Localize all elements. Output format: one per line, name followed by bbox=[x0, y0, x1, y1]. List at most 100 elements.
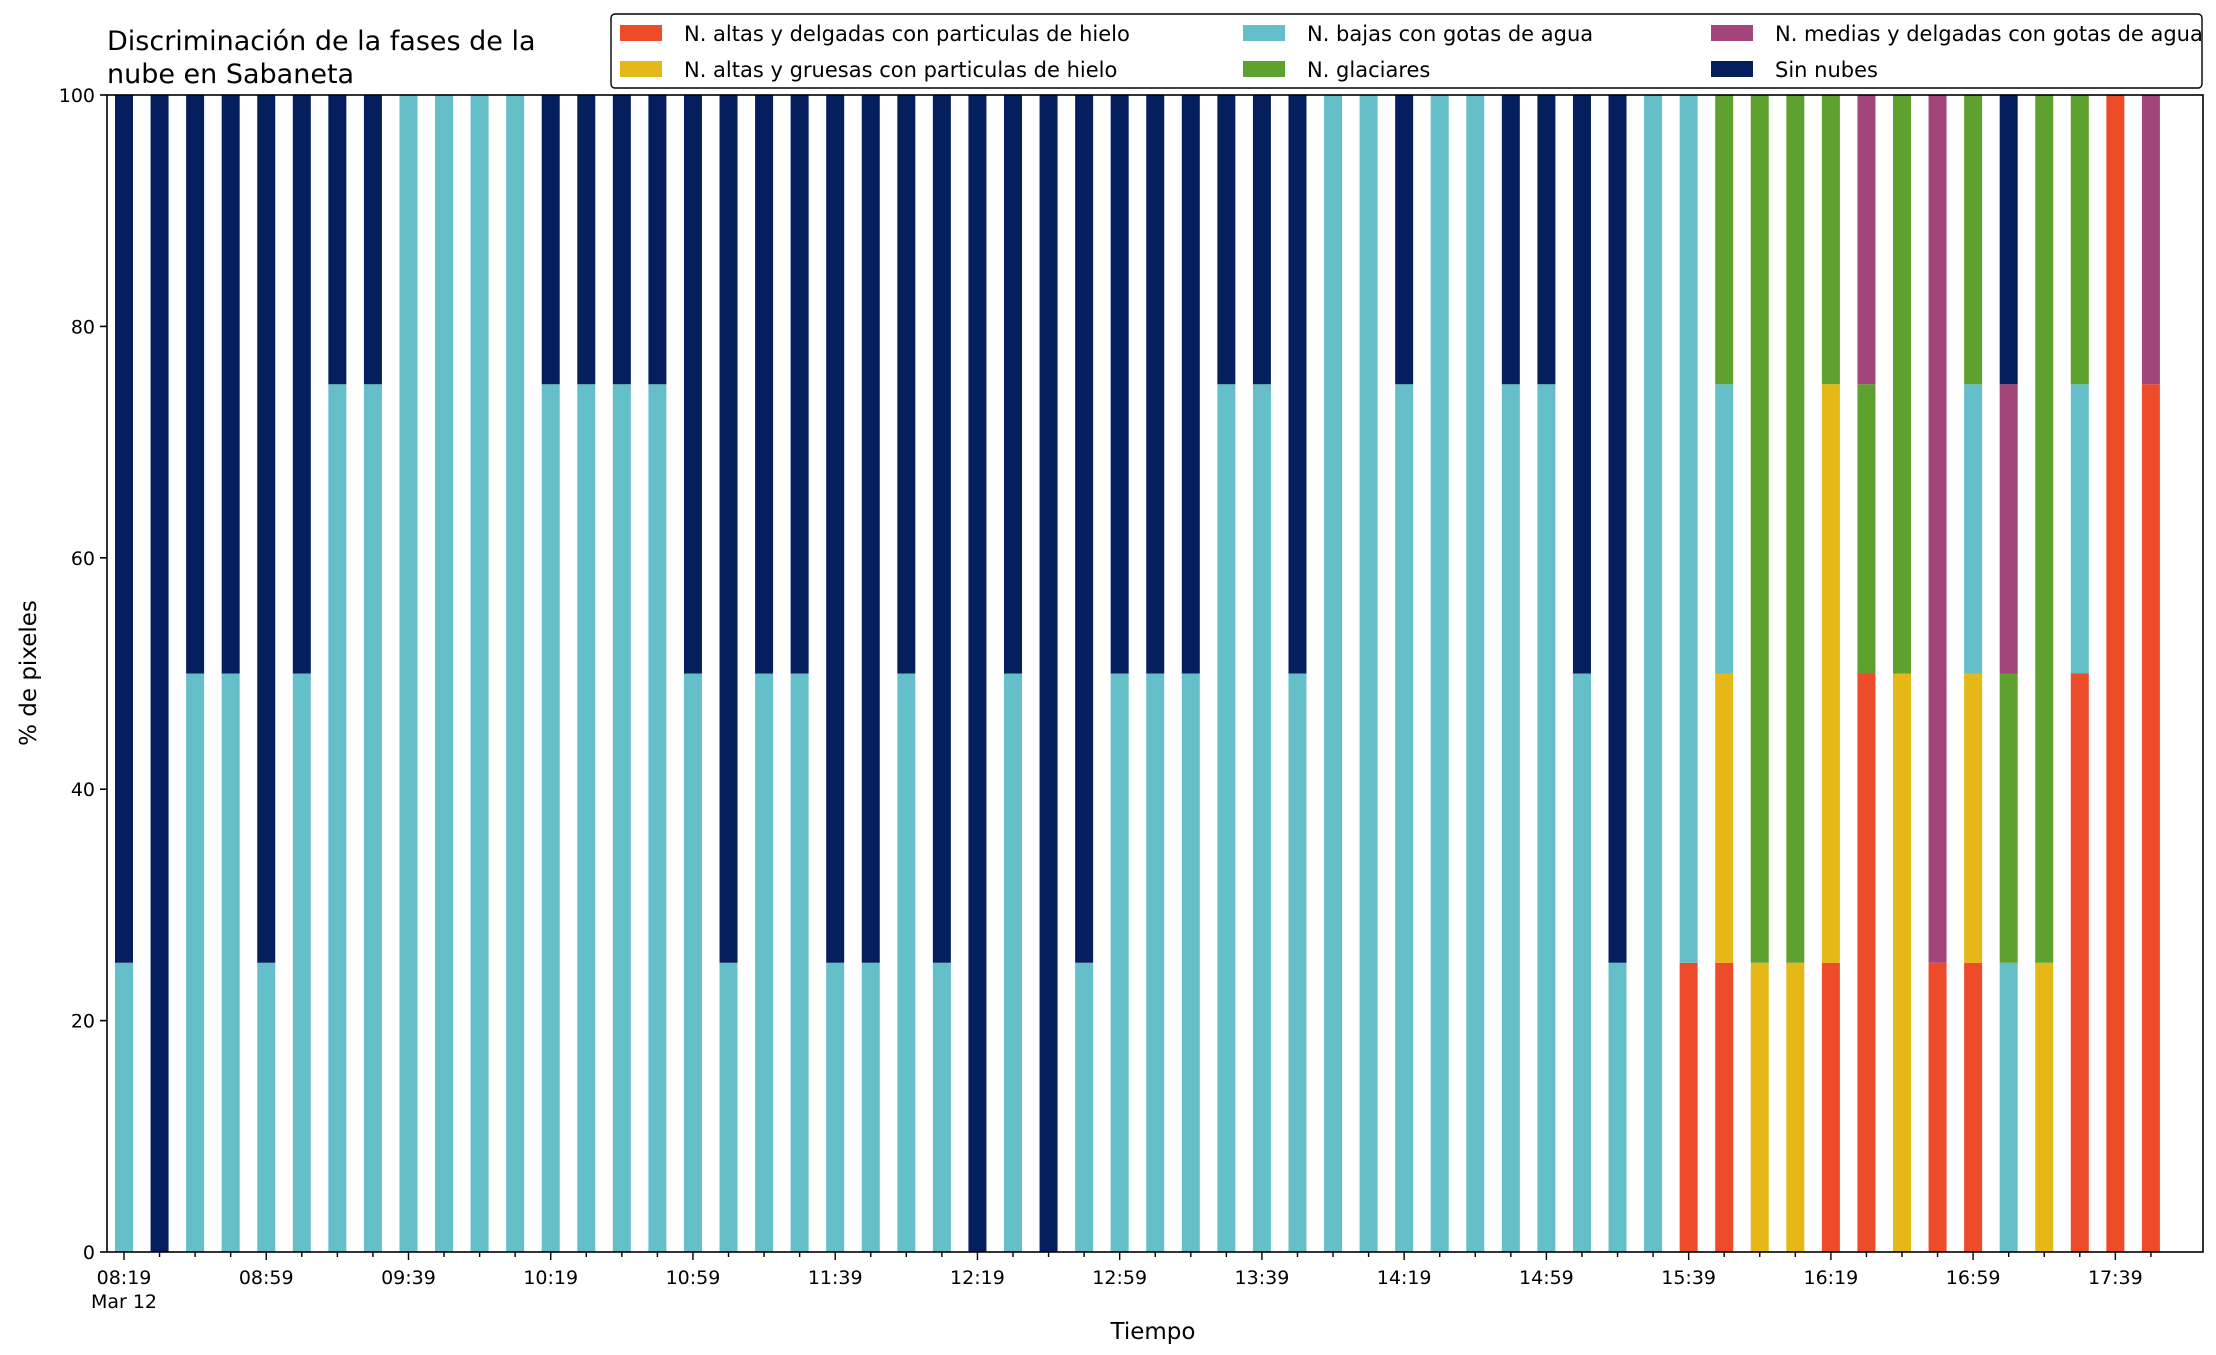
y-axis-label: % de pixeles bbox=[16, 600, 42, 746]
bar-n-altas-y-delgadas-con-particulas-de-hielo-52 bbox=[1964, 962, 1983, 1252]
bar-n-bajas-con-gotas-de-agua-29 bbox=[1146, 673, 1165, 1252]
legend: N. altas y delgadas con particulas de hi… bbox=[610, 13, 2203, 89]
bar-sin-nubes-21 bbox=[861, 95, 880, 963]
legend-swatch-n-bajas-con-gotas-de-agua bbox=[1243, 25, 1285, 41]
bar-n-bajas-con-gotas-de-agua-23 bbox=[932, 962, 951, 1252]
y-tick-label-100: 100 bbox=[59, 85, 95, 107]
legend-swatch-sin-nubes bbox=[1711, 61, 1753, 77]
bar-n-bajas-con-gotas-de-agua-52 bbox=[1964, 384, 1983, 674]
bar-n-bajas-con-gotas-de-agua-3 bbox=[221, 673, 240, 1252]
bar-n-glaciares-53 bbox=[1999, 673, 2018, 963]
bar-n-bajas-con-gotas-de-agua-20 bbox=[826, 962, 845, 1252]
bar-n-bajas-con-gotas-de-agua-8 bbox=[399, 95, 418, 1252]
bar-n-medias-y-delgadas-con-gotas-de-agua-53 bbox=[1999, 384, 2018, 674]
bar-n-bajas-con-gotas-de-agua-34 bbox=[1324, 95, 1343, 1252]
bar-n-altas-y-delgadas-con-particulas-de-hielo-55 bbox=[2070, 673, 2089, 1252]
bar-sin-nubes-53 bbox=[1999, 95, 2018, 385]
x-tick-label-0939: 09:39 bbox=[381, 1267, 436, 1289]
x-tick-label-1739: 17:39 bbox=[2088, 1267, 2143, 1289]
bar-n-bajas-con-gotas-de-agua-37 bbox=[1430, 95, 1449, 1252]
bar-n-glaciares-52 bbox=[1964, 95, 1983, 385]
bar-n-medias-y-delgadas-con-gotas-de-agua-51 bbox=[1928, 95, 1947, 963]
bar-sin-nubes-32 bbox=[1252, 95, 1271, 385]
bar-sin-nubes-22 bbox=[897, 95, 916, 674]
y-tick-label-60: 60 bbox=[71, 548, 95, 570]
y-axis: 0 20 40 60 80 100 bbox=[59, 85, 107, 1264]
bar-n-bajas-con-gotas-de-agua-31 bbox=[1217, 384, 1236, 1252]
bar-n-altas-y-gruesas-con-particulas-de-hielo-54 bbox=[2035, 962, 2054, 1252]
y-tick-label-20: 20 bbox=[71, 1011, 95, 1033]
x-tick-label-1539: 15:39 bbox=[1661, 1267, 1716, 1289]
bar-n-medias-y-delgadas-con-gotas-de-agua-57 bbox=[2141, 95, 2160, 385]
x-tick-label-1459: 14:59 bbox=[1519, 1267, 1574, 1289]
bar-n-glaciares-45 bbox=[1715, 95, 1734, 385]
x-tick-label-1619: 16:19 bbox=[1803, 1267, 1858, 1289]
bar-n-bajas-con-gotas-de-agua-10 bbox=[470, 95, 489, 1252]
bar-n-glaciares-54 bbox=[2035, 95, 2054, 963]
bar-n-bajas-con-gotas-de-agua-5 bbox=[292, 673, 311, 1252]
bar-sin-nubes-13 bbox=[577, 95, 596, 385]
bar-n-bajas-con-gotas-de-agua-6 bbox=[328, 384, 347, 1252]
x-tick-label-1019: 10:19 bbox=[523, 1267, 578, 1289]
bar-n-bajas-con-gotas-de-agua-41 bbox=[1572, 673, 1591, 1252]
bar-sin-nubes-40 bbox=[1537, 95, 1556, 385]
bar-sin-nubes-2 bbox=[186, 95, 205, 674]
bar-n-bajas-con-gotas-de-agua-40 bbox=[1537, 384, 1556, 1252]
bar-n-glaciares-48 bbox=[1821, 95, 1840, 385]
bar-n-bajas-con-gotas-de-agua-27 bbox=[1075, 962, 1094, 1252]
bar-n-bajas-con-gotas-de-agua-39 bbox=[1501, 384, 1520, 1252]
bar-n-altas-y-delgadas-con-particulas-de-hielo-44 bbox=[1679, 962, 1698, 1252]
bar-n-bajas-con-gotas-de-agua-43 bbox=[1644, 95, 1663, 1252]
bar-n-bajas-con-gotas-de-agua-45 bbox=[1715, 384, 1734, 674]
bar-sin-nubes-20 bbox=[826, 95, 845, 963]
bar-n-glaciares-50 bbox=[1893, 95, 1911, 674]
x-tick-label-0819: 08:19 bbox=[97, 1267, 152, 1289]
bar-n-glaciares-55 bbox=[2070, 95, 2089, 385]
bar-n-glaciares-47 bbox=[1786, 95, 1805, 963]
legend-label-n-altas-y-gruesas-con-particulas-de-hielo: N. altas y gruesas con particulas de hie… bbox=[684, 58, 1117, 82]
bar-n-altas-y-delgadas-con-particulas-de-hielo-51 bbox=[1928, 962, 1947, 1252]
bar-sin-nubes-12 bbox=[541, 95, 560, 385]
bar-n-bajas-con-gotas-de-agua-13 bbox=[577, 384, 596, 1252]
bar-n-bajas-con-gotas-de-agua-14 bbox=[612, 384, 631, 1252]
bar-n-bajas-con-gotas-de-agua-32 bbox=[1252, 384, 1271, 1252]
x-tick-label-1419: 14:19 bbox=[1377, 1267, 1432, 1289]
bar-n-altas-y-delgadas-con-particulas-de-hielo-56 bbox=[2106, 95, 2125, 1252]
bar-n-bajas-con-gotas-de-agua-44 bbox=[1679, 95, 1698, 963]
bar-n-glaciares-46 bbox=[1750, 95, 1769, 963]
bar-n-bajas-con-gotas-de-agua-18 bbox=[755, 673, 774, 1252]
bar-n-bajas-con-gotas-de-agua-33 bbox=[1288, 673, 1307, 1252]
legend-label-n-bajas-con-gotas-de-agua: N. bajas con gotas de agua bbox=[1307, 22, 1593, 46]
x-axis-label: Tiempo bbox=[1110, 1319, 1196, 1345]
bar-sin-nubes-17 bbox=[719, 95, 738, 963]
bar-n-medias-y-delgadas-con-gotas-de-agua-49 bbox=[1857, 95, 1876, 385]
bar-sin-nubes-25 bbox=[1004, 95, 1022, 674]
bar-sin-nubes-27 bbox=[1075, 95, 1094, 963]
legend-swatch-n-medias-y-delgadas-con-gotas-de-agua bbox=[1711, 25, 1753, 41]
bar-sin-nubes-5 bbox=[292, 95, 311, 674]
chart-title-line: Discriminación de la fases de la bbox=[107, 26, 536, 57]
bar-n-bajas-con-gotas-de-agua-30 bbox=[1181, 673, 1200, 1252]
bar-sin-nubes-41 bbox=[1572, 95, 1591, 674]
bar-sin-nubes-6 bbox=[328, 95, 347, 385]
legend-label-sin-nubes: Sin nubes bbox=[1775, 58, 1878, 82]
bar-sin-nubes-24 bbox=[968, 95, 987, 1252]
bar-n-altas-y-gruesas-con-particulas-de-hielo-45 bbox=[1715, 673, 1734, 963]
bar-n-altas-y-delgadas-con-particulas-de-hielo-57 bbox=[2141, 384, 2160, 1252]
bar-sin-nubes-29 bbox=[1146, 95, 1165, 674]
legend-box bbox=[610, 13, 2203, 89]
y-tick-label-80: 80 bbox=[71, 316, 95, 338]
bar-n-bajas-con-gotas-de-agua-11 bbox=[506, 95, 525, 1252]
bar-sin-nubes-16 bbox=[683, 95, 702, 674]
bar-n-bajas-con-gotas-de-agua-28 bbox=[1110, 673, 1129, 1252]
bar-n-bajas-con-gotas-de-agua-12 bbox=[541, 384, 560, 1252]
bar-n-bajas-con-gotas-de-agua-7 bbox=[363, 384, 382, 1252]
x-tick-label-1059: 10:59 bbox=[666, 1267, 721, 1289]
legend-label-n-medias-y-delgadas-con-gotas-de-agua: N. medias y delgadas con gotas de agua bbox=[1775, 22, 2203, 46]
bar-n-bajas-con-gotas-de-agua-35 bbox=[1359, 95, 1378, 1252]
bar-n-bajas-con-gotas-de-agua-16 bbox=[683, 673, 702, 1252]
bar-n-bajas-con-gotas-de-agua-17 bbox=[719, 962, 738, 1252]
bar-n-bajas-con-gotas-de-agua-2 bbox=[186, 673, 205, 1252]
